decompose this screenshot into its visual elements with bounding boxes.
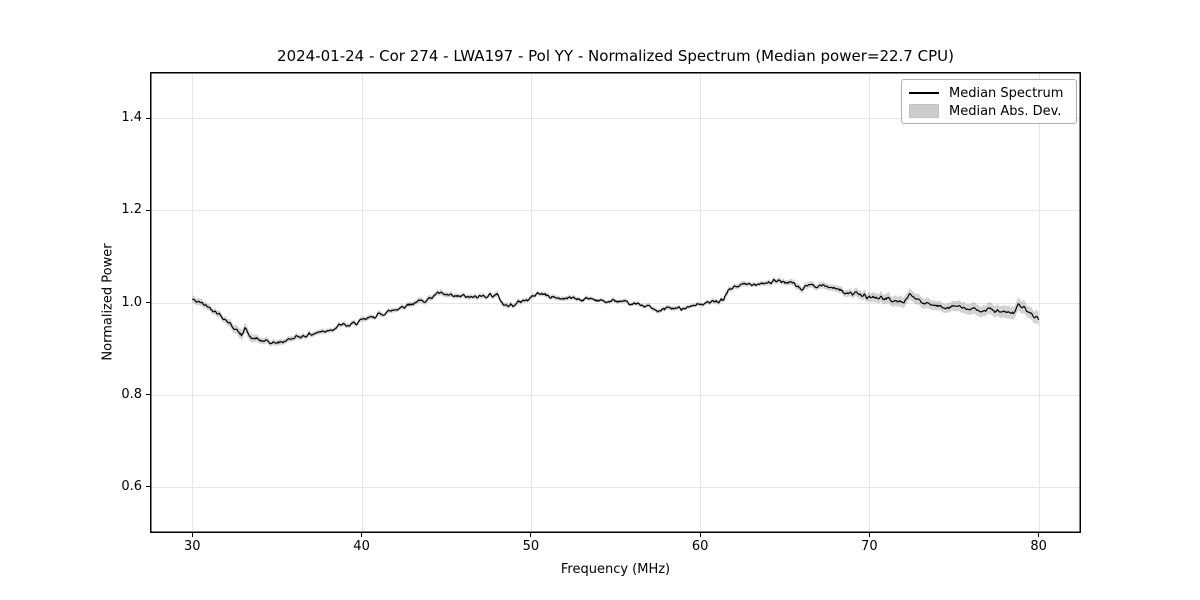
y-tick-label: 1.0 [121, 294, 142, 310]
x-tick-label: 60 [691, 539, 709, 554]
plot-title: 2024-01-24 - Cor 274 - LWA197 - Pol YY -… [277, 47, 954, 65]
x-tick-label: 80 [1030, 539, 1047, 554]
y-tick-mark [146, 301, 150, 304]
spectrum-plot-canvas [150, 72, 1081, 533]
x-tick-label: 40 [353, 539, 370, 554]
legend-entry-median-abs-dev: Median Abs. Dev. [909, 102, 1069, 120]
x-tick-mark [868, 533, 870, 537]
x-tick-mark [1038, 533, 1040, 537]
x-tick-label: 70 [861, 539, 878, 554]
legend-label-median-abs-dev: Median Abs. Dev. [949, 103, 1062, 119]
y-tick-mark [146, 486, 150, 488]
x-tick-label: 30 [184, 539, 201, 554]
plot-area [150, 72, 1081, 533]
x-tick-label: 50 [522, 539, 540, 554]
x-axis-label: Frequency (MHz) [560, 562, 671, 577]
x-tick-mark [360, 533, 363, 537]
y-tick-label: 1.4 [121, 110, 142, 126]
legend-entry-median-spectrum: Median Spectrum [909, 84, 1069, 102]
y-tick-label: 1.2 [121, 202, 142, 218]
x-tick-mark [191, 533, 193, 537]
x-tick-mark [530, 533, 532, 537]
median-spectrum-line-swatch [909, 92, 939, 94]
legend-label-median-spectrum: Median Spectrum [949, 85, 1064, 101]
y-tick-mark [146, 117, 150, 119]
median-abs-dev-patch-swatch [909, 104, 939, 118]
y-tick-mark [146, 209, 150, 211]
y-tick-label: 0.6 [121, 478, 142, 494]
y-tick-mark [146, 394, 150, 396]
x-tick-mark [699, 533, 701, 537]
y-tick-label: 0.8 [121, 386, 142, 402]
legend: Median Spectrum Median Abs. Dev. [901, 79, 1077, 124]
